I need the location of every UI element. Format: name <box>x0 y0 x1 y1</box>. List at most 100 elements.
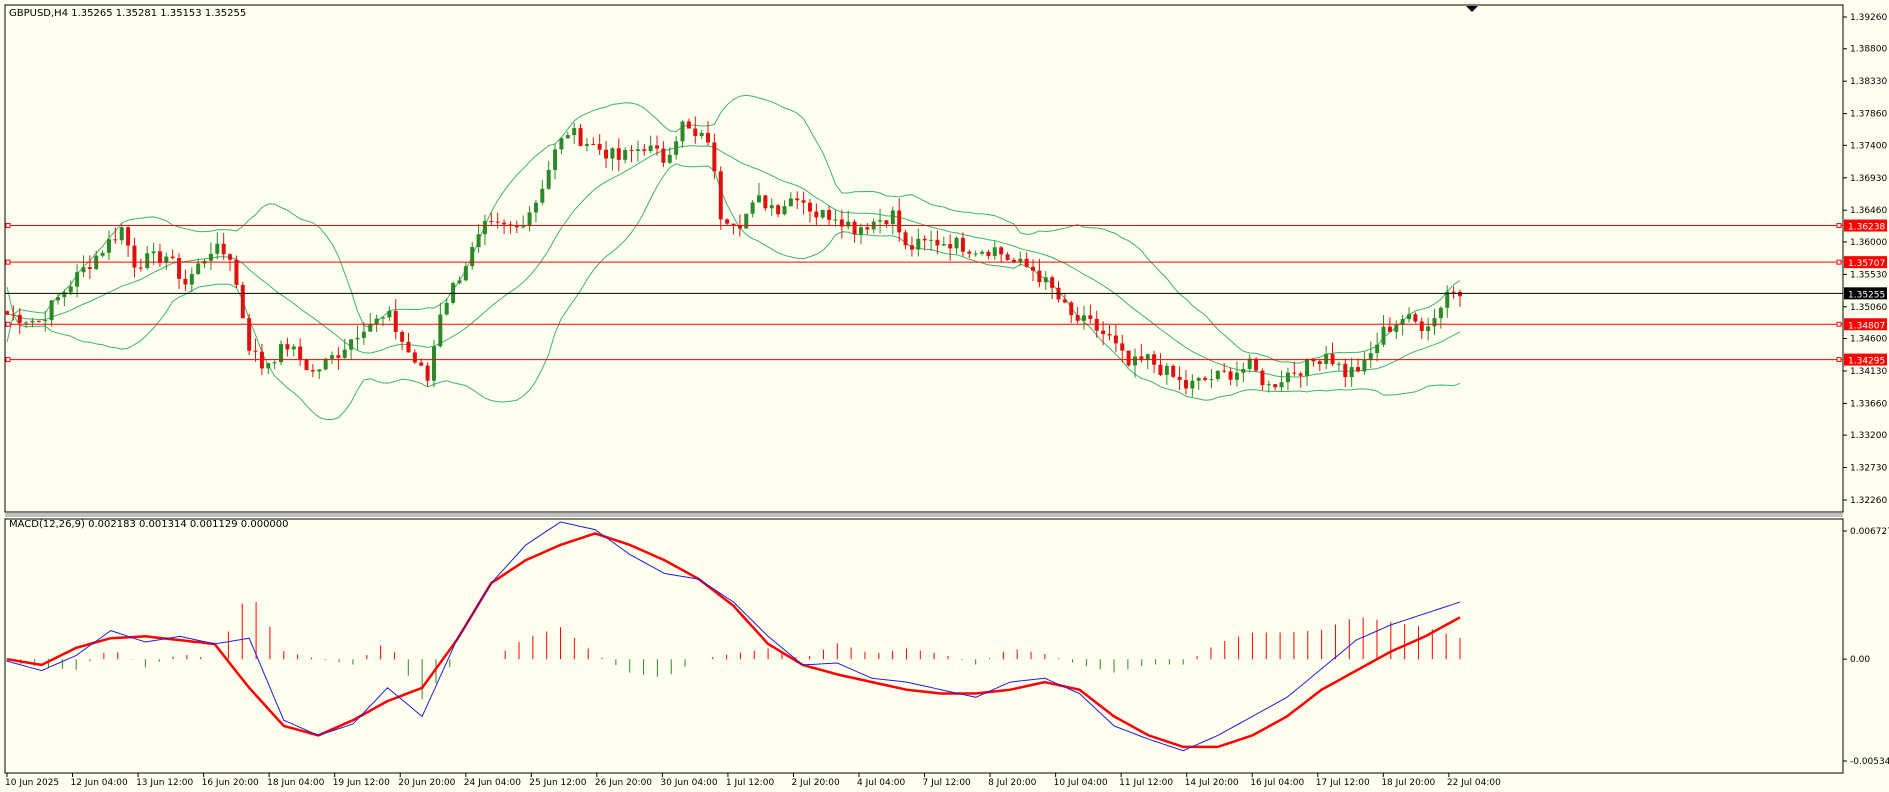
level-handle-left[interactable] <box>5 259 11 265</box>
candle <box>49 299 54 327</box>
candle-body <box>776 205 781 215</box>
x-tick-label: 14 Jul 20:00 <box>1185 778 1239 788</box>
candle <box>502 219 507 235</box>
macd-y-tick-label: 0.00 <box>1850 655 1870 665</box>
candle <box>298 338 303 366</box>
candle <box>1062 293 1067 304</box>
candle-body <box>903 232 908 246</box>
candle <box>686 118 691 129</box>
axes: 1.36238 1.35707 1.34807 1.34295 1.35255 1.392… <box>5 13 1889 788</box>
macd-histogram <box>6 602 1461 700</box>
x-tick-label: 18 Jul 20:00 <box>1381 778 1435 788</box>
candle <box>400 330 405 351</box>
candle <box>706 121 711 146</box>
candle-body <box>1075 315 1080 321</box>
candle-body <box>81 267 86 273</box>
price-header: GBPUSD,H4 1.35265 1.35281 1.35153 1.3525… <box>9 8 246 19</box>
candle-body <box>1113 335 1118 344</box>
candle <box>336 346 341 370</box>
level-handle-right[interactable] <box>1836 321 1842 327</box>
candle <box>1400 314 1405 336</box>
candle <box>674 135 679 160</box>
candle-body <box>1368 353 1373 360</box>
candle-body <box>1241 368 1246 373</box>
candle <box>1445 285 1450 318</box>
candle <box>1356 358 1361 373</box>
candle <box>1126 350 1131 367</box>
candle <box>1152 350 1157 373</box>
candle <box>604 140 609 168</box>
x-tick-label: 26 Jun 20:00 <box>595 778 652 788</box>
candle <box>170 249 175 260</box>
candle-body <box>1438 307 1443 319</box>
candle-body <box>1356 367 1361 372</box>
candle-body <box>253 350 258 352</box>
candle-body <box>1228 371 1233 380</box>
candle <box>1107 325 1112 341</box>
candle <box>355 325 360 350</box>
candle-body <box>291 346 296 350</box>
candle <box>1407 307 1412 323</box>
candle-body <box>559 138 564 150</box>
macd-panel[interactable] <box>4 518 1844 774</box>
candle <box>922 235 927 251</box>
candle-body <box>674 141 679 155</box>
candle <box>5 310 9 316</box>
candle <box>597 134 602 156</box>
candle-body <box>578 128 583 146</box>
x-tick-label: 10 Jun 2025 <box>5 778 59 788</box>
candle <box>616 138 621 172</box>
x-tick-label: 16 Jun 20:00 <box>202 778 259 788</box>
candle-body <box>1381 326 1386 345</box>
level-handle-left[interactable] <box>5 321 11 327</box>
candle-body <box>941 244 946 246</box>
candle-body <box>361 331 366 338</box>
candle <box>1247 354 1252 373</box>
candle-body <box>482 221 487 235</box>
candle <box>1234 361 1239 387</box>
level-price-label: 1.34295 <box>1848 357 1885 367</box>
candle <box>482 214 487 246</box>
level-handle-right[interactable] <box>1836 357 1842 363</box>
candle-body <box>1203 377 1208 380</box>
candle-body <box>1031 266 1036 271</box>
candle <box>1145 353 1150 370</box>
candle <box>119 222 124 245</box>
candle-body <box>368 324 373 332</box>
candle-body <box>240 284 245 319</box>
level-handle-right[interactable] <box>1836 259 1842 265</box>
candle-body <box>616 148 621 160</box>
candle-body <box>655 145 660 149</box>
candle <box>87 255 92 280</box>
y-tick-label: 1.36000 <box>1850 238 1887 248</box>
candle-body <box>317 369 322 372</box>
candle <box>489 212 494 227</box>
candle <box>36 320 41 323</box>
level-handle-left[interactable] <box>5 223 11 229</box>
level-handle-right[interactable] <box>1836 223 1842 229</box>
candle-body <box>43 320 48 322</box>
candle-body <box>1139 356 1144 360</box>
candle-body <box>17 314 22 323</box>
candle <box>878 208 883 234</box>
candle-body <box>1330 354 1335 365</box>
candle-body <box>234 259 239 285</box>
candle-body <box>1082 315 1087 321</box>
candle <box>431 339 436 388</box>
candle-body <box>438 314 443 347</box>
y-tick-label: 1.36460 <box>1850 206 1887 216</box>
candle <box>1050 275 1055 300</box>
candle-body <box>75 272 80 287</box>
level-handle-left[interactable] <box>5 357 11 363</box>
candle <box>629 145 634 163</box>
candle <box>801 191 806 215</box>
candle <box>833 210 838 228</box>
candle <box>387 306 392 322</box>
candle <box>279 340 284 366</box>
candle <box>890 206 895 235</box>
price-panel[interactable] <box>4 4 1844 517</box>
candle <box>1228 367 1233 386</box>
candle-body <box>132 245 137 268</box>
candle <box>782 200 787 216</box>
candle-body <box>1394 324 1399 332</box>
